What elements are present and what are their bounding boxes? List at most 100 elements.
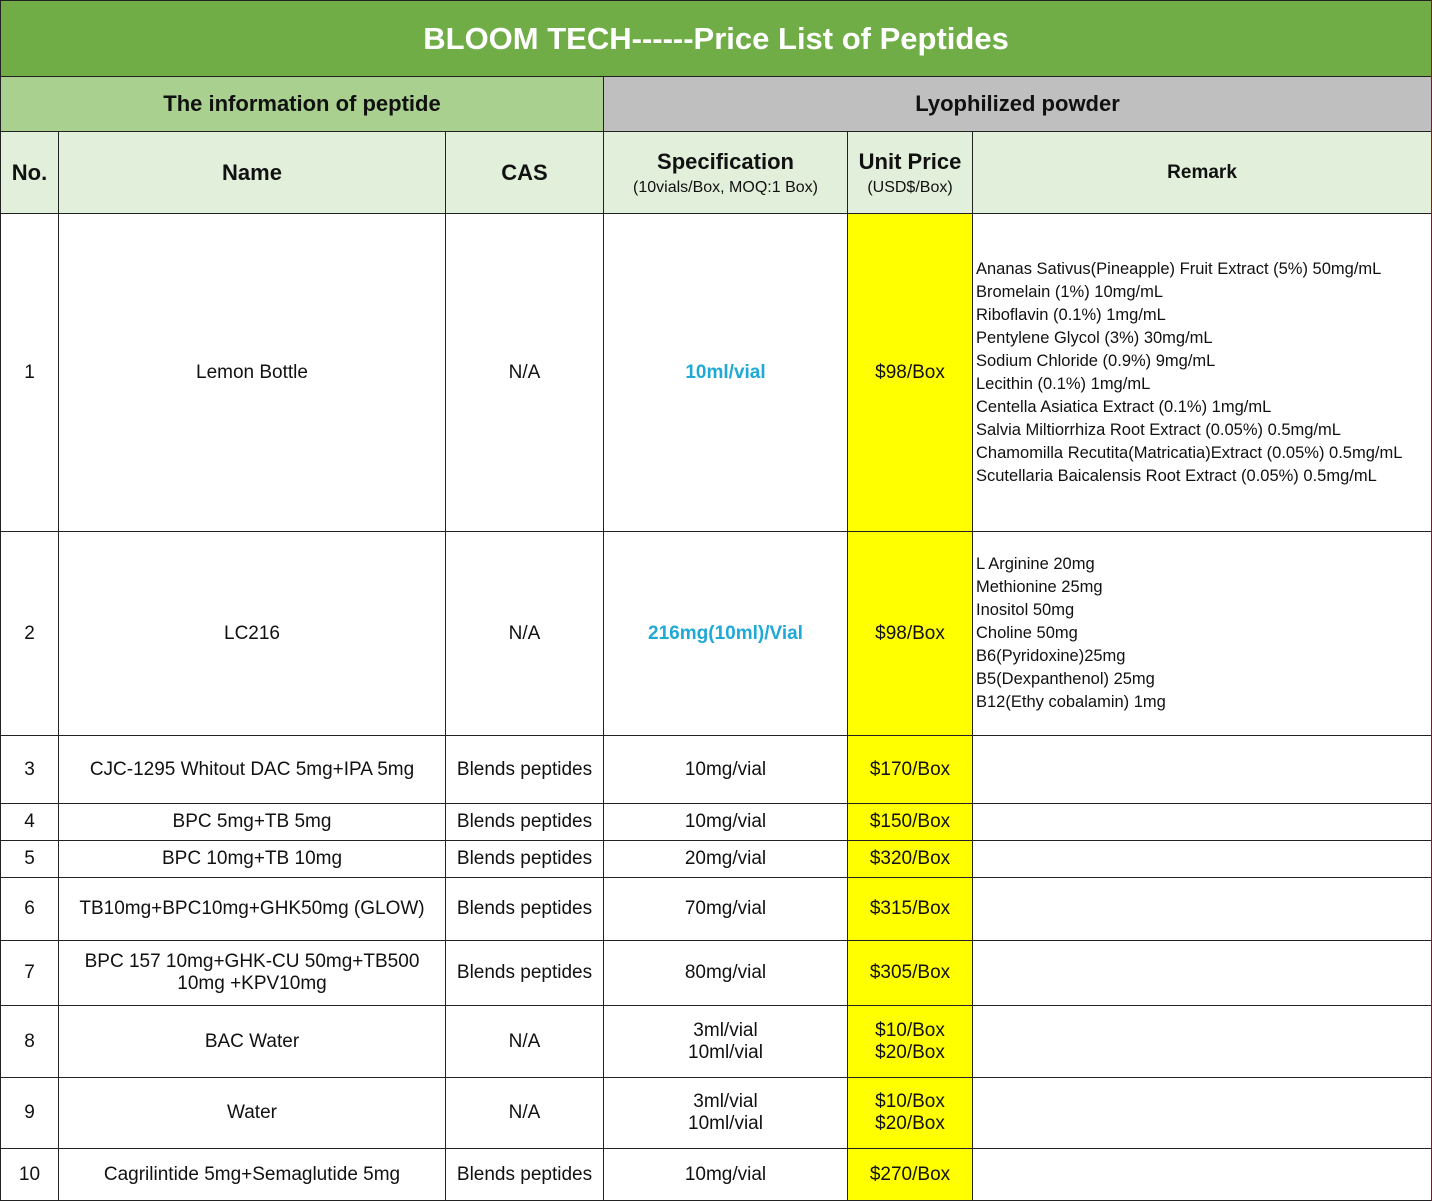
unit-price: $170/Box xyxy=(848,736,973,804)
column-header: Name xyxy=(59,132,446,214)
unit-price: $98/Box xyxy=(848,532,973,736)
remark xyxy=(973,941,1432,1006)
column-label: Name xyxy=(222,160,282,185)
remark-line: B12(Ethy cobalamin) 1mg xyxy=(976,691,1427,714)
cas: Blends peptides xyxy=(446,804,604,841)
remark-line: Choline 50mg xyxy=(976,622,1427,645)
remark-line: Riboflavin (0.1%) 1mg/mL xyxy=(976,304,1427,327)
product-name: BAC Water xyxy=(59,1006,446,1078)
cas: Blends peptides xyxy=(446,841,604,878)
product-name: BPC 5mg+TB 5mg xyxy=(59,804,446,841)
remark-line: L Arginine 20mg xyxy=(976,553,1427,576)
specification: 80mg/vial xyxy=(604,941,848,1006)
remark-line: Lecithin (0.1%) 1mg/mL xyxy=(976,373,1427,396)
cas: N/A xyxy=(446,1078,604,1149)
spec-line: 3ml/vial xyxy=(608,1091,843,1113)
spec-line: 20mg/vial xyxy=(608,848,843,870)
column-header: Specification(10vials/Box, MOQ:1 Box) xyxy=(604,132,848,214)
spec-line: 10ml/vial xyxy=(608,1042,843,1064)
unit-price: $150/Box xyxy=(848,804,973,841)
price-line: $320/Box xyxy=(852,848,968,870)
spec-line: 70mg/vial xyxy=(608,898,843,920)
price-line: $20/Box xyxy=(852,1042,968,1064)
row-number: 3 xyxy=(1,736,59,804)
price-line: $305/Box xyxy=(852,962,968,984)
column-sublabel: (10vials/Box, MOQ:1 Box) xyxy=(608,179,843,197)
column-sublabel: (USD$/Box) xyxy=(852,179,968,197)
unit-price: $270/Box xyxy=(848,1149,973,1201)
column-header: Remark xyxy=(973,132,1432,214)
product-name: BPC 10mg+TB 10mg xyxy=(59,841,446,878)
specification: 10ml/vial xyxy=(604,214,848,532)
row-number: 6 xyxy=(1,878,59,941)
unit-price: $10/Box$20/Box xyxy=(848,1006,973,1078)
remark-line: Ananas Sativus(Pineapple) Fruit Extract … xyxy=(976,258,1427,281)
remark-line: Sodium Chloride (0.9%) 9mg/mL xyxy=(976,350,1427,373)
column-label: CAS xyxy=(501,160,547,185)
cas: N/A xyxy=(446,532,604,736)
specification: 216mg(10ml)/Vial xyxy=(604,532,848,736)
spec-line: 10ml/vial xyxy=(608,1113,843,1135)
remark-line: Inositol 50mg xyxy=(976,599,1427,622)
column-header: Unit Price(USD$/Box) xyxy=(848,132,973,214)
specification: 20mg/vial xyxy=(604,841,848,878)
remark-line: Centella Asiatica Extract (0.1%) 1mg/mL xyxy=(976,396,1427,419)
remark-line: B6(Pyridoxine)25mg xyxy=(976,645,1427,668)
column-header: CAS xyxy=(446,132,604,214)
unit-price: $10/Box$20/Box xyxy=(848,1078,973,1149)
unit-price: $320/Box xyxy=(848,841,973,878)
remark-line: Pentylene Glycol (3%) 30mg/mL xyxy=(976,327,1427,350)
row-number: 1 xyxy=(1,214,59,532)
remark xyxy=(973,1149,1432,1201)
unit-price: $305/Box xyxy=(848,941,973,1006)
cas: N/A xyxy=(446,214,604,532)
unit-price: $315/Box xyxy=(848,878,973,941)
cas: Blends peptides xyxy=(446,736,604,804)
row-number: 5 xyxy=(1,841,59,878)
remark: Ananas Sativus(Pineapple) Fruit Extract … xyxy=(973,214,1432,532)
row-number: 8 xyxy=(1,1006,59,1078)
row-number: 4 xyxy=(1,804,59,841)
row-number: 7 xyxy=(1,941,59,1006)
cas: Blends peptides xyxy=(446,878,604,941)
price-line: $150/Box xyxy=(852,811,968,833)
remark xyxy=(973,1006,1432,1078)
spec-line: 216mg(10ml)/Vial xyxy=(608,623,843,645)
product-name: Water xyxy=(59,1078,446,1149)
remark-line: Chamomilla Recutita(Matricatia)Extract (… xyxy=(976,442,1427,465)
specification: 10mg/vial xyxy=(604,736,848,804)
price-line: $10/Box xyxy=(852,1020,968,1042)
specification: 70mg/vial xyxy=(604,878,848,941)
unit-price: $98/Box xyxy=(848,214,973,532)
price-line: $10/Box xyxy=(852,1091,968,1113)
cas: Blends peptides xyxy=(446,1149,604,1201)
remark xyxy=(973,878,1432,941)
specification: 10mg/vial xyxy=(604,804,848,841)
column-header: No. xyxy=(1,132,59,214)
spec-line: 10ml/vial xyxy=(608,362,843,384)
price-line: $170/Box xyxy=(852,759,968,781)
remark-line: Bromelain (1%) 10mg/mL xyxy=(976,281,1427,304)
spec-line: 10mg/vial xyxy=(608,759,843,781)
row-number: 2 xyxy=(1,532,59,736)
price-line: $315/Box xyxy=(852,898,968,920)
group-header: The information of peptide xyxy=(1,77,604,132)
cas: N/A xyxy=(446,1006,604,1078)
specification: 10mg/vial xyxy=(604,1149,848,1201)
spec-line: 3ml/vial xyxy=(608,1020,843,1042)
product-name: TB10mg+BPC10mg+GHK50mg (GLOW) xyxy=(59,878,446,941)
remark-line: B5(Dexpanthenol) 25mg xyxy=(976,668,1427,691)
column-label: No. xyxy=(12,160,47,185)
group-header: Lyophilized powder xyxy=(604,77,1432,132)
